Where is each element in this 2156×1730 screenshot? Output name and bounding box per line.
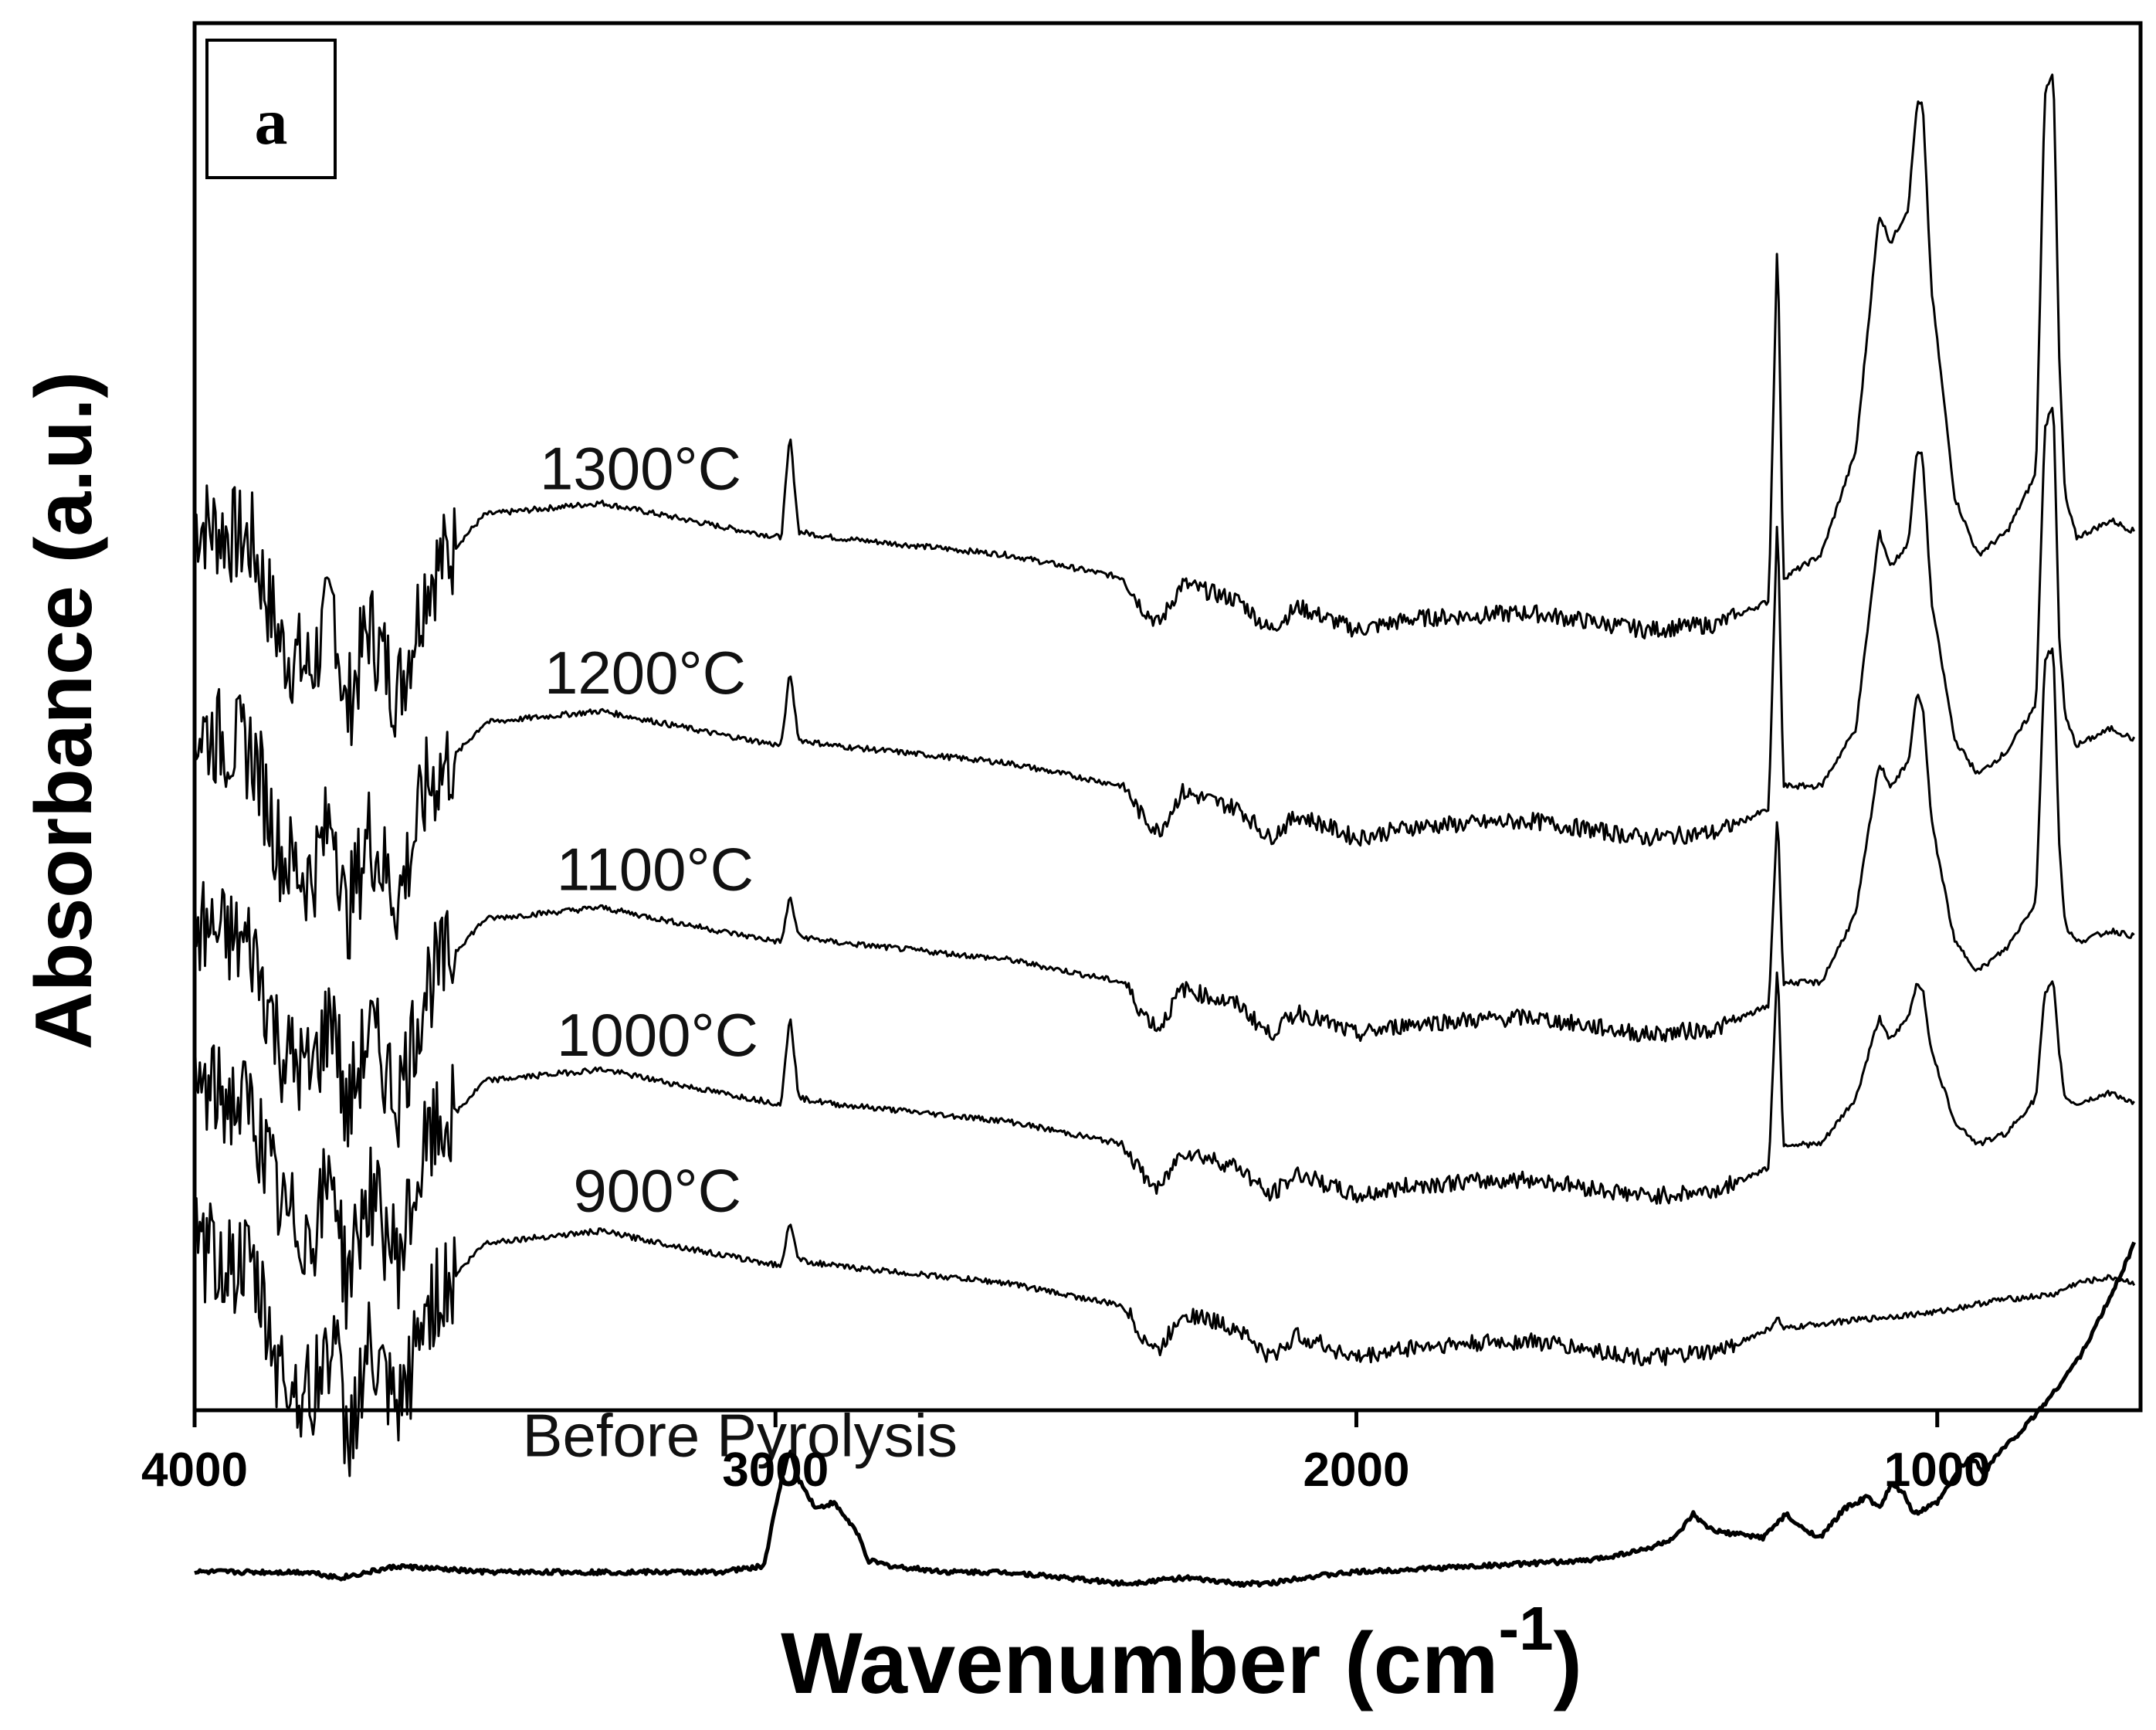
x-tick-label: 4000: [141, 1443, 248, 1497]
plot-frame: [192, 21, 2143, 1413]
series-label: 1100°C: [557, 835, 754, 903]
series-line-1200-c: [193, 406, 2136, 960]
series-line-1100-c: [193, 647, 2135, 1148]
series-line-before-pyrolysis: [194, 1241, 2137, 1588]
series-label: Before Pyrolysis: [522, 1402, 958, 1470]
x-axis-title: Wavenumber (cm-1): [781, 1594, 1582, 1711]
series-label: 1000°C: [557, 1001, 758, 1069]
x-axis-title-superscript: -1: [1498, 1594, 1553, 1663]
x-axis-ticks: 4000 3000 2000 1000: [141, 1410, 1991, 1497]
x-tick-label: 2000: [1303, 1443, 1410, 1497]
y-axis-title: Absorbance (a.u.): [19, 371, 109, 1050]
plot-border: [192, 21, 2143, 1413]
x-tick-label: 1000: [1884, 1443, 1991, 1497]
series-labels: 1300°C 1200°C 1100°C 1000°C 900°C Before Pyro…: [522, 435, 958, 1470]
panel-label-box: a: [205, 39, 337, 179]
series-label: 1200°C: [544, 639, 746, 707]
series-line-900-c: [193, 1197, 2136, 1477]
x-axis-title-main: Wavenumber (cm: [781, 1615, 1498, 1711]
series-line-1300-c: [193, 73, 2136, 746]
x-tick-label: 3000: [722, 1443, 829, 1497]
series-label: 900°C: [573, 1156, 741, 1224]
x-axis-title-close: ): [1554, 1615, 1582, 1711]
panel-label: a: [255, 84, 288, 158]
series-line-1000-c: [193, 971, 2135, 1330]
series-label: 1300°C: [540, 435, 741, 503]
series-layer: [193, 73, 2137, 1588]
